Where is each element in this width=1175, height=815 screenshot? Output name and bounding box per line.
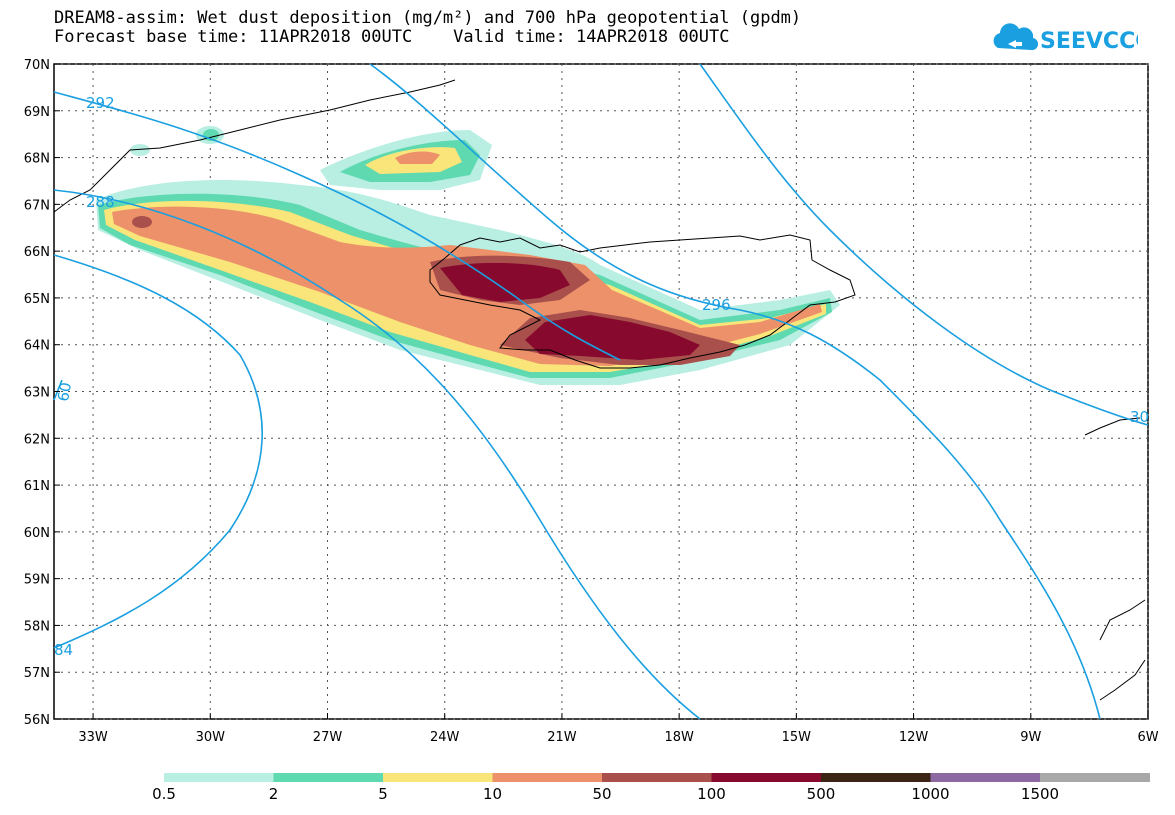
contour-296 [369, 63, 1101, 720]
legend-swatch [602, 773, 712, 782]
contour-label-30: 30 [1130, 408, 1149, 426]
longitude-labels: 33W 30W 27W 24W 21W 18W 15W 12W 9W 6W [78, 713, 1159, 745]
legend-label: 50 [592, 785, 612, 803]
dust-level-0.5 [130, 144, 150, 156]
contour-label-84: 84 [54, 641, 73, 659]
legend-swatch [273, 773, 384, 782]
dust-level-100 [525, 315, 700, 360]
legend-label: 2 [268, 785, 279, 803]
lon-label: 33W [78, 730, 108, 745]
lon-label: 12W [899, 730, 929, 745]
lon-label: 9W [1020, 730, 1041, 745]
legend-swatch [383, 773, 493, 782]
lat-label: 64N [24, 339, 50, 354]
geopotential-contours [53, 63, 1149, 720]
dust-level-10 [395, 151, 440, 164]
legend-swatch [492, 773, 603, 782]
color-legend [164, 773, 1150, 782]
contour-292 [53, 91, 621, 361]
lon-label: 27W [313, 730, 343, 745]
map-grid [54, 63, 1149, 720]
lon-label: 15W [782, 730, 812, 745]
greenland-coastline [53, 79, 456, 213]
lat-label: 68N [24, 152, 50, 167]
contour-label-292: 292 [86, 94, 115, 112]
lat-label: 61N [24, 479, 50, 494]
contour-300 [699, 63, 1149, 426]
contour-label-288: 288 [86, 193, 115, 211]
legend-label: 1000 [911, 785, 950, 803]
contour-label-296: 296 [702, 296, 731, 314]
seevccc-logo: SEEVCCC [993, 23, 1138, 54]
iceland-coastline [429, 234, 856, 369]
scandinavia-coastline [1084, 417, 1146, 701]
logo-text: SEEVCCC [1040, 29, 1138, 54]
latitude-labels: 70N 69N 68N 67N 66N 65N 64N 63N 62N 61N 60N 59N 58N 5… [24, 58, 60, 728]
map-subtitle: Forecast base time: 11APR2018 00UTC Vali… [54, 27, 730, 47]
legend-label: 1500 [1020, 785, 1060, 803]
lat-label: 65N [24, 292, 50, 307]
legend-swatch [711, 773, 822, 782]
legend-swatch [1040, 773, 1150, 782]
lat-label: 56N [24, 713, 50, 728]
lat-label: 59N [24, 573, 50, 588]
legend-label: 500 [806, 785, 836, 803]
map-title: DREAM8-assim: Wet dust deposition (mg/m²… [54, 8, 802, 28]
lon-label: 6W [1137, 730, 1158, 745]
lon-label: 24W [430, 730, 460, 745]
lat-label: 62N [24, 432, 50, 447]
legend-label: 5 [378, 785, 388, 803]
lon-label: 30W [196, 730, 226, 745]
contour-left-lower [53, 254, 263, 649]
dust-deposition-field [96, 125, 840, 385]
lat-label: 57N [24, 666, 50, 681]
contour-288 [53, 189, 701, 720]
cloud-arrow-icon [993, 23, 1039, 51]
legend-swatch [930, 773, 1041, 782]
contour-600-left [53, 379, 63, 401]
dust-level-100 [440, 262, 570, 302]
legend-swatch [164, 773, 274, 782]
lat-label: 63N [24, 386, 50, 401]
dust-level-50 [132, 216, 152, 228]
contour-label-60: 60 [54, 381, 75, 403]
lat-label: 70N [24, 58, 50, 73]
lat-label: 66N [24, 245, 50, 260]
lat-label: 60N [24, 526, 50, 541]
lon-label: 21W [547, 730, 577, 745]
lat-label: 67N [24, 198, 50, 213]
lon-label: 18W [664, 730, 694, 745]
lat-label: 58N [24, 619, 50, 634]
legend-label: 10 [482, 785, 503, 803]
legend-label: 100 [697, 785, 726, 803]
lat-label: 69N [24, 105, 50, 120]
legend-label: 0.5 [152, 785, 176, 803]
legend-swatch [821, 773, 931, 782]
